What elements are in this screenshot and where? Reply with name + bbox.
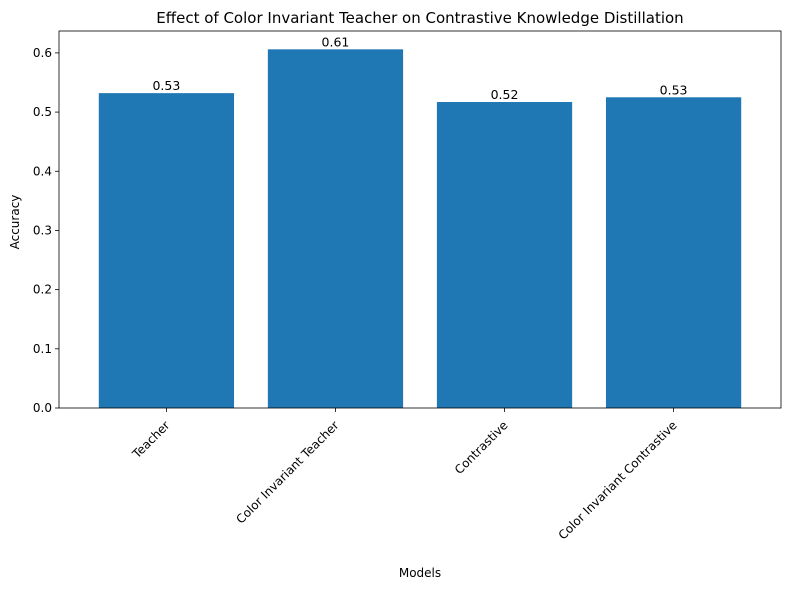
y-tick-label-1: 0.1 [33, 342, 52, 356]
bar-1 [267, 49, 404, 409]
y-tick-label-3: 0.3 [33, 223, 52, 237]
plot-frame [58, 30, 782, 409]
y-tick-label-6: 0.6 [33, 46, 52, 60]
bar-value-label-1: 0.61 [322, 34, 350, 49]
x-axis-label: Models [399, 566, 441, 580]
bar-0 [98, 93, 235, 409]
x-tick-label-0: Teacher [129, 418, 173, 462]
x-tick-label-1: Color Invariant Teacher [233, 418, 341, 526]
bar-value-label-2: 0.52 [491, 87, 519, 102]
y-tick-label-0: 0.0 [33, 401, 52, 415]
chart-title: Effect of Color Invariant Teacher on Con… [156, 9, 683, 27]
bar-3 [605, 97, 742, 409]
bar-value-label-3: 0.53 [660, 82, 688, 97]
x-tick-label-3: Color Invariant Contrastive [556, 418, 680, 542]
y-axis-label: Accuracy [8, 195, 22, 250]
y-tick-label-5: 0.5 [33, 105, 52, 119]
plot-area: 0.53 Teacher 0.61 Color Invariant Teacher 0.… [33, 30, 782, 542]
y-tick-label-2: 0.2 [33, 283, 52, 297]
x-tick-label-2: Contrastive [452, 418, 511, 477]
bar-2 [436, 102, 573, 408]
y-tick-label-4: 0.4 [33, 164, 52, 178]
bar-value-label-0: 0.53 [152, 78, 180, 93]
